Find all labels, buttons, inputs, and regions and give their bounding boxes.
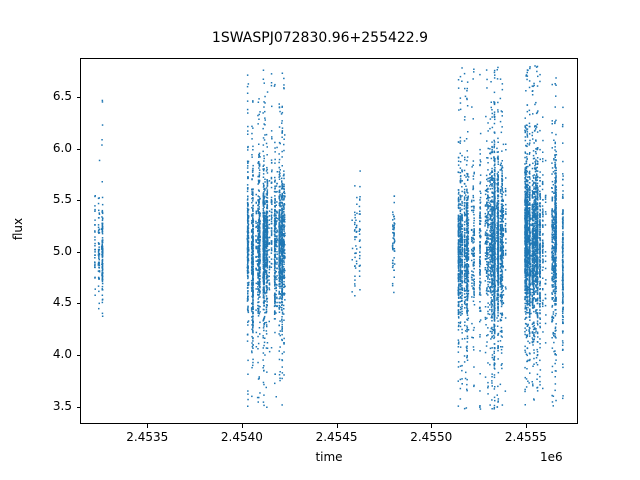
scatter-plot-area [94, 65, 564, 410]
y-tick-5 [76, 148, 80, 150]
y-tick-label-4: 5.5 [52, 192, 72, 207]
y-tick-label-2: 4.5 [52, 295, 72, 310]
x-tick-label-3: 2.4550 [410, 430, 453, 444]
x-tick-label-1: 2.4540 [220, 430, 263, 444]
y-tick-label-1: 4.0 [52, 346, 72, 361]
x-tick-0 [147, 424, 149, 428]
x-tick-label-4: 2.4555 [504, 430, 547, 444]
x-tick-3 [431, 424, 433, 428]
y-tick-1 [76, 354, 80, 356]
x-tick-label-2: 2.4545 [315, 430, 358, 444]
x-tick-2 [336, 424, 338, 428]
x-tick-label-0: 2.4535 [126, 430, 169, 444]
y-tick-0 [76, 406, 80, 408]
y-tick-label-0: 3.5 [52, 398, 72, 413]
y-tick-label-5: 6.0 [52, 140, 72, 155]
scatter-points-group [94, 65, 564, 410]
y-axis-label: flux [11, 217, 25, 241]
y-tick-label-3: 5.0 [52, 243, 72, 258]
chart-title: 1SWASPJ072830.96+255422.9 [211, 30, 429, 46]
y-tick-3 [76, 251, 80, 253]
y-tick-label-6: 6.5 [52, 89, 72, 104]
x-axis-label: time [315, 450, 343, 464]
x-axis-offset-text: 1e6 [540, 450, 563, 464]
x-tick-1 [241, 424, 243, 428]
y-tick-4 [76, 200, 80, 202]
plot-axes-frame [80, 58, 578, 424]
y-tick-6 [76, 97, 80, 99]
x-tick-4 [525, 424, 527, 428]
y-tick-2 [76, 303, 80, 305]
